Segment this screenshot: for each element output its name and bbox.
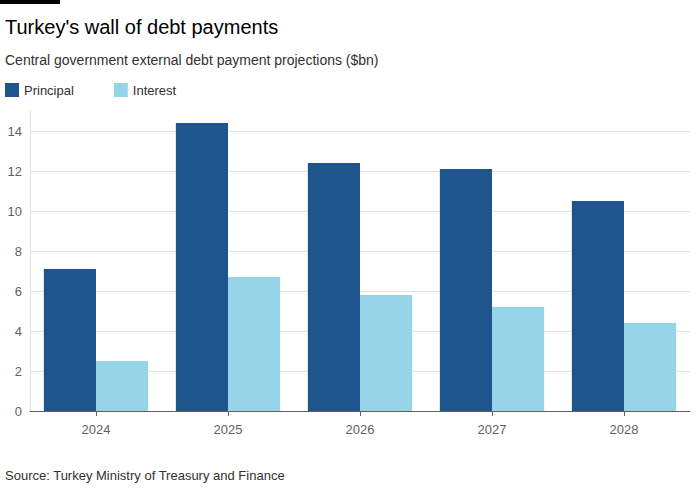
svg-text:Central government external de: Central government external debt payment… bbox=[5, 52, 379, 68]
svg-text:0: 0 bbox=[15, 404, 22, 419]
svg-text:2024: 2024 bbox=[82, 422, 111, 437]
svg-text:14: 14 bbox=[8, 124, 22, 139]
svg-text:Interest: Interest bbox=[133, 83, 177, 98]
svg-text:10: 10 bbox=[8, 204, 22, 219]
svg-text:Source: Turkey Ministry of Tre: Source: Turkey Ministry of Treasury and … bbox=[5, 468, 285, 483]
svg-text:Turkey's wall of debt payments: Turkey's wall of debt payments bbox=[5, 16, 278, 38]
svg-text:4: 4 bbox=[15, 324, 22, 339]
svg-text:Principal: Principal bbox=[24, 83, 74, 98]
svg-text:2025: 2025 bbox=[214, 422, 243, 437]
svg-text:8: 8 bbox=[15, 244, 22, 259]
svg-text:2: 2 bbox=[15, 364, 22, 379]
svg-text:12: 12 bbox=[8, 164, 22, 179]
svg-text:2026: 2026 bbox=[346, 422, 375, 437]
svg-text:6: 6 bbox=[15, 284, 22, 299]
svg-text:2028: 2028 bbox=[610, 422, 639, 437]
svg-text:2027: 2027 bbox=[478, 422, 507, 437]
